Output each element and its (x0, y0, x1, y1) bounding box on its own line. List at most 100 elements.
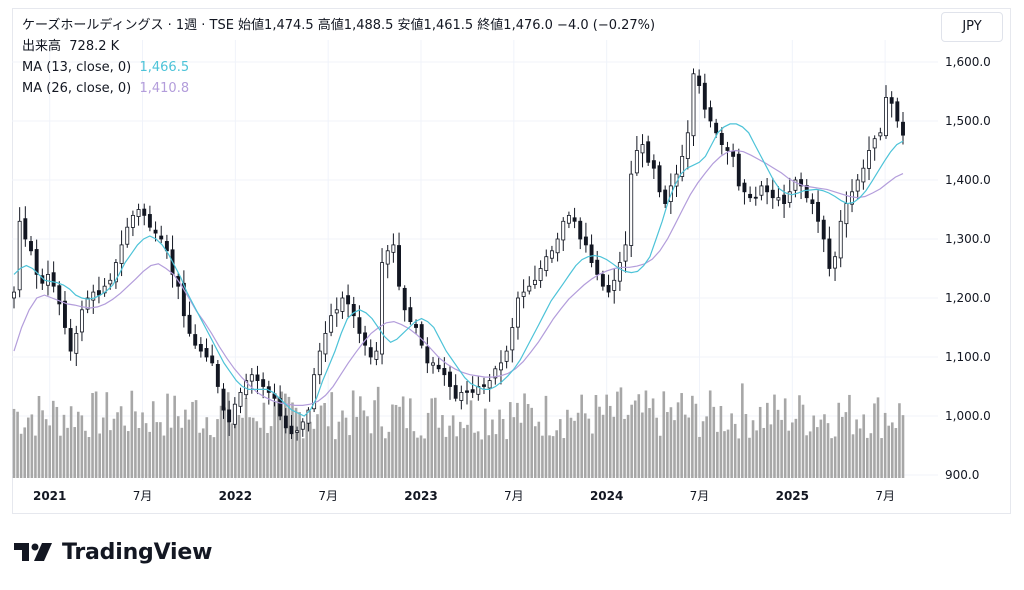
volume-bar (130, 390, 134, 478)
y-tick-label: 1,400.0 (945, 173, 991, 187)
volume-bar (576, 412, 580, 478)
volume-bar (648, 408, 651, 478)
volume-bar (430, 398, 434, 478)
candle-body (793, 179, 798, 191)
volume-bar (12, 408, 16, 478)
tradingview-logo[interactable]: TradingView (14, 538, 212, 566)
candle-body (759, 185, 764, 196)
volume-bar (312, 428, 316, 478)
candle-body (753, 196, 758, 199)
volume-bar (741, 383, 744, 478)
ma13-row[interactable]: MA (13, close, 0) 1,466.5 (22, 57, 655, 78)
candle-body (130, 214, 135, 228)
candle-body (459, 391, 464, 401)
volume-bar (105, 392, 109, 478)
candle-body (527, 285, 532, 292)
volume-bar (194, 400, 198, 478)
volume-bar (708, 390, 712, 478)
volume-bar (858, 428, 862, 478)
y-tick-label: 1,600.0 (945, 55, 991, 69)
x-tick-label: 7月 (318, 489, 338, 503)
volume-bar (91, 393, 94, 478)
candle-body (889, 97, 894, 104)
volume-bar (516, 402, 519, 478)
candle-body (193, 334, 198, 346)
volume-bar (348, 435, 351, 478)
ma13-value: 1,466.5 (139, 60, 190, 75)
candle-body (646, 141, 651, 163)
candle-body (895, 101, 900, 122)
candle-body (374, 350, 379, 360)
volume-bar (730, 413, 733, 478)
ma26-row[interactable]: MA (26, close, 0) 1,410.8 (22, 78, 655, 99)
time-axis[interactable]: 2021 7月 2022 7月 2023 7月 2024 7月 2025 7月 (33, 489, 895, 503)
x-tick-label: 2025 (776, 489, 809, 503)
volume-bar (641, 412, 644, 478)
candle-body (63, 300, 67, 328)
candle-body (108, 279, 113, 285)
volume-bar (544, 395, 548, 478)
candle-body (278, 398, 283, 417)
candle-body (119, 244, 124, 264)
candle-body (91, 291, 96, 301)
volume-bar (498, 409, 501, 478)
y-tick-label: 1,300.0 (945, 232, 991, 246)
volume-bar (780, 419, 783, 478)
currency-button[interactable]: JPY (941, 12, 1003, 42)
candle-body (595, 259, 600, 275)
volume-bar (337, 421, 341, 478)
volume-bar (691, 395, 694, 478)
volume-bar (116, 412, 119, 478)
candle-body (561, 220, 566, 241)
candle-body (232, 403, 237, 425)
candle-body (289, 425, 294, 435)
candle-body (153, 229, 158, 234)
volume-bar (598, 406, 601, 478)
candle-body (544, 256, 549, 271)
volume-bar (19, 433, 23, 478)
volume-bar (769, 424, 773, 478)
x-tick-label: 2023 (404, 489, 437, 503)
y-tick-label: 1,200.0 (945, 291, 991, 305)
candle-body (600, 274, 605, 287)
volume-bar (616, 391, 619, 478)
volume-bar (776, 409, 780, 478)
volume-bar (355, 416, 359, 478)
volume-bar (419, 435, 423, 478)
price-axis[interactable]: 1,600.0 1,500.0 1,400.0 1,300.0 1,200.0 1,100… (945, 55, 991, 482)
candle-body (34, 249, 39, 275)
candle-body (436, 364, 441, 370)
volume-bar (316, 414, 319, 478)
volume-bar (801, 404, 805, 478)
volume-bar (508, 402, 512, 478)
chart-legend: ケーズホールディングス · 1週 · TSE 始値1,474.5 高値1,488… (22, 15, 655, 99)
volume-bar (791, 422, 794, 478)
volume-bar (608, 405, 612, 478)
candle-body (510, 327, 515, 351)
candle-body (17, 220, 22, 291)
ma26-label: MA (26, close, 0) (22, 81, 132, 96)
volume-bar (148, 431, 151, 478)
candle-body (215, 364, 220, 387)
volume-bar (294, 407, 298, 478)
volume-bar (169, 427, 173, 478)
volume-bar (580, 394, 583, 478)
volume-bar (134, 411, 137, 478)
volume-bar (226, 392, 230, 478)
volume-bar (330, 392, 334, 478)
volume-bar (826, 423, 830, 478)
candle-body (57, 285, 62, 305)
candle-body (583, 236, 588, 246)
volume-bar (216, 419, 219, 478)
volume-bar (326, 426, 330, 478)
candle-body (844, 203, 849, 225)
candle-body (255, 374, 260, 381)
candle-body (719, 133, 724, 145)
candle-body (12, 291, 16, 299)
ma13-line (13, 123, 904, 417)
volume-bar (380, 426, 384, 478)
volume-bar (805, 435, 808, 478)
candle-body (521, 291, 526, 297)
candle-body (770, 189, 775, 199)
